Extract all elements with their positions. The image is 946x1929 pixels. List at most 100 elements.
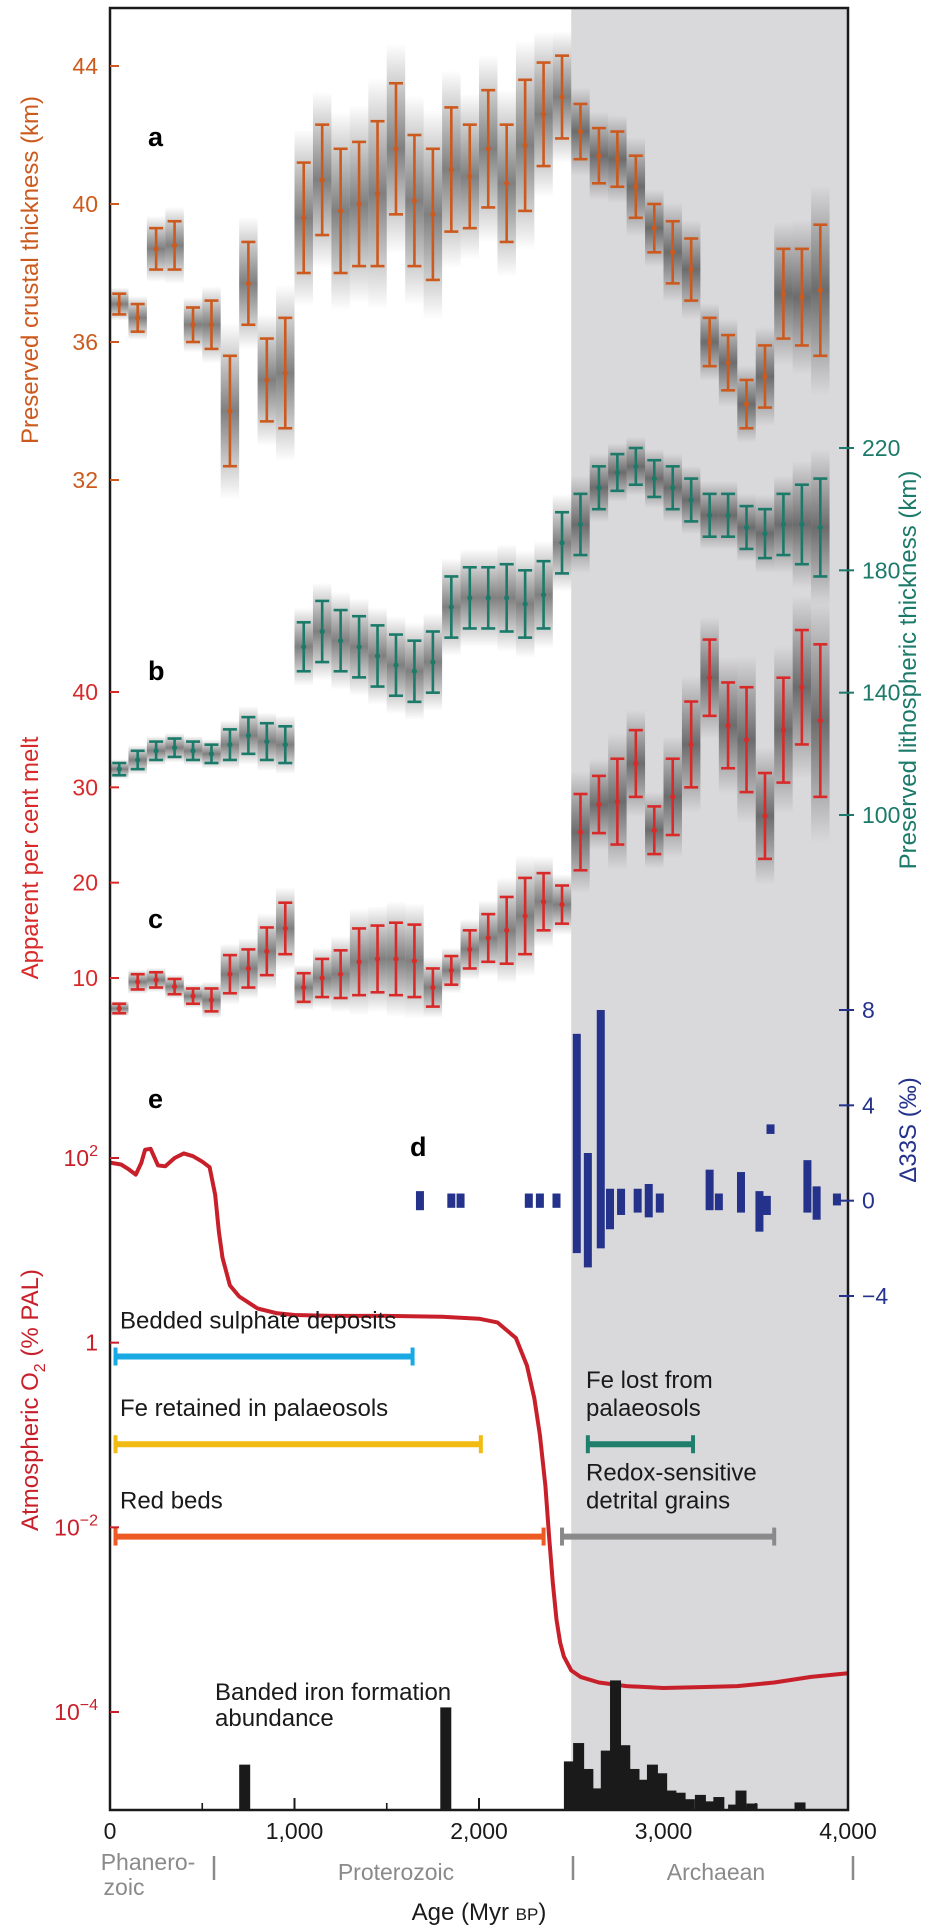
- d-bar-20: [803, 1160, 812, 1213]
- d-bar-18: [762, 1195, 771, 1215]
- e-ytick-label-2: 1: [85, 1330, 98, 1356]
- interval-label-2-0: Red beds: [120, 1488, 223, 1515]
- bif-label-line2: abundance: [215, 1705, 334, 1732]
- a-point-12: [338, 208, 344, 214]
- e-ytick-label-0: 10−4: [54, 1697, 98, 1725]
- c-point-18: [448, 967, 454, 973]
- interval-label-4-0: Redox-sensitive: [586, 1460, 757, 1487]
- d-ytick-label-1: 0: [862, 1188, 875, 1214]
- a-point-5: [208, 322, 215, 328]
- a-point-14: [374, 191, 381, 197]
- oxygen-curve: [109, 1146, 849, 1690]
- bif-bar-7: [610, 1680, 622, 1810]
- b-ytick-label-0: 100: [862, 802, 900, 828]
- e-ytick-exp-1: −2: [80, 1512, 98, 1529]
- d-ytick-label-0: −4: [862, 1283, 888, 1309]
- c-point-22: [522, 913, 528, 919]
- x-axis-label-main: Age (Myr: [412, 1899, 516, 1926]
- a-point-20: [485, 146, 491, 152]
- e-ytick-base-1: 10: [54, 1514, 80, 1540]
- bif-bar-10: [637, 1779, 649, 1810]
- a-point-13: [356, 201, 362, 207]
- e-ytick-base-3: 10: [64, 1145, 90, 1171]
- b-point-30: [670, 485, 676, 491]
- y-axes: 3236404410203040100140180220−404810−410−…: [54, 53, 900, 1725]
- c-point-10: [301, 984, 307, 991]
- x-axis-label: Age (Myr BP): [412, 1899, 547, 1926]
- d-bar-14: [705, 1169, 714, 1211]
- a-point-9: [282, 370, 288, 376]
- d-bar-1: [447, 1193, 456, 1208]
- a-point-11: [319, 177, 325, 183]
- a-point-33: [725, 360, 731, 366]
- x-tick-label-0: 0: [104, 1818, 117, 1844]
- b-point-8: [264, 739, 270, 745]
- c-point-20: [485, 935, 491, 941]
- b-point-18: [448, 604, 454, 610]
- c-point-25: [577, 829, 584, 835]
- a-point-21: [504, 180, 510, 186]
- bif-bar-1: [440, 1707, 452, 1810]
- c-point-8: [264, 948, 270, 954]
- c-ytick-label-1: 20: [72, 870, 98, 896]
- b-point-27: [614, 469, 620, 476]
- b-point-32: [707, 512, 713, 518]
- b-point-12: [338, 638, 344, 644]
- a-point-15: [393, 146, 399, 152]
- c-point-12: [338, 971, 344, 977]
- a-point-8: [264, 377, 270, 383]
- b-point-16: [411, 668, 418, 674]
- c-point-27: [614, 799, 620, 805]
- bif-bar-20: [735, 1790, 747, 1810]
- bif-bar-11: [646, 1764, 658, 1810]
- a-point-6: [227, 408, 233, 414]
- a-point-26: [596, 153, 602, 159]
- x-axis-label-close: ): [538, 1899, 546, 1926]
- b-point-2: [153, 748, 159, 754]
- b-point-28: [633, 463, 639, 469]
- bif-bar-3: [573, 1743, 585, 1810]
- bif-bar-9: [628, 1768, 640, 1810]
- c-point-26: [596, 801, 602, 808]
- b-ytick-label-3: 220: [862, 435, 900, 461]
- bif-bar-5: [591, 1788, 603, 1810]
- bif-bar-8: [619, 1745, 631, 1810]
- c-point-36: [780, 727, 787, 733]
- d-ytick-label-2: 4: [862, 1092, 875, 1118]
- y-label-lithospheric: Preserved lithospheric thickness (km): [895, 471, 922, 870]
- b-point-15: [393, 662, 399, 668]
- c-point-30: [670, 794, 676, 800]
- panel-e-oxygen: Bedded sulphate deposits Fe retained in p…: [109, 1146, 849, 1690]
- y-label-oxygen-sub: 2: [32, 1363, 49, 1372]
- b-point-13: [356, 644, 362, 650]
- x-axis-label-unit: BP: [516, 1905, 539, 1924]
- bif-label: Banded iron formation abundance: [215, 1679, 451, 1732]
- b-point-33: [725, 512, 731, 518]
- c-point-2: [153, 977, 159, 983]
- d-bar-4: [535, 1193, 544, 1208]
- c-point-0: [116, 1005, 122, 1012]
- b-point-5: [208, 751, 215, 757]
- c-point-37: [799, 684, 805, 690]
- b-point-29: [651, 475, 657, 482]
- c-point-15: [393, 956, 399, 962]
- a-point-19: [467, 173, 473, 179]
- c-point-3: [171, 983, 178, 990]
- c-point-24: [559, 901, 565, 908]
- c-point-17: [430, 984, 436, 991]
- d-bar-12: [644, 1183, 653, 1218]
- d-bar-7: [583, 1153, 592, 1268]
- era-dividers: [212, 1856, 855, 1880]
- a-point-16: [411, 197, 418, 204]
- era-phanerozoic-line2: zoic: [104, 1874, 145, 1900]
- panel-label-a: a: [148, 122, 164, 152]
- y-label-oxygen-main: Atmospheric O: [17, 1372, 44, 1531]
- d-bar-2: [456, 1193, 465, 1208]
- a-point-22: [522, 142, 528, 148]
- d-bar-15: [714, 1193, 723, 1211]
- panel-bif: [239, 1680, 806, 1810]
- d-bar-22: [832, 1193, 841, 1206]
- bif-bar-4: [582, 1768, 594, 1810]
- e-ytick-label-1: 10−2: [54, 1512, 98, 1540]
- bif-bar-17: [704, 1801, 716, 1810]
